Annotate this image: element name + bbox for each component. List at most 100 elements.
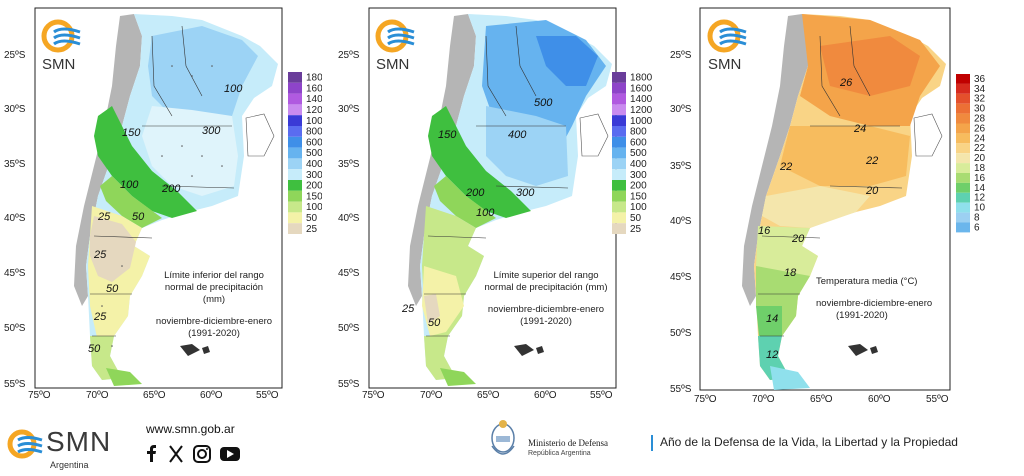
ministry-logo: Ministerio de Defensa República Argentin…	[488, 414, 638, 470]
contour-label: 100	[224, 83, 243, 95]
legend-swatch	[956, 93, 970, 104]
lat-label: 55ºS	[338, 379, 360, 390]
lat-label: 30ºS	[338, 104, 360, 115]
contour-label: 25	[93, 311, 107, 323]
caption-line: (1991-2020)	[188, 328, 240, 339]
legend-swatch	[288, 212, 302, 224]
lon-label: 55ºO	[926, 394, 949, 402]
motto-text: Año de la Defensa de la Vida, la Liberta…	[660, 435, 958, 449]
legend-swatch	[956, 182, 970, 193]
legend-tick-label: 50	[306, 213, 318, 224]
legend-swatch	[612, 126, 626, 137]
contour-label: 200	[161, 183, 181, 195]
legend-swatch	[956, 113, 970, 124]
motto-divider	[651, 435, 653, 451]
legend-tick-label: 34	[974, 84, 986, 95]
instagram-icon[interactable]	[193, 445, 211, 463]
map-caption: Límite inferior del rango normal de prec…	[154, 270, 274, 340]
contour-label: 12	[766, 349, 778, 361]
coat-of-arms-icon	[491, 420, 515, 455]
map-panel-temperature: 26 24 22 22 20 20 16 18 14 12 25ºS 30ºS …	[670, 6, 990, 402]
contour-label: 20	[791, 233, 805, 245]
legend-swatch	[288, 93, 302, 105]
legend-tick-label: 30	[974, 104, 986, 115]
caption-line: Temperatura media (°C)	[816, 276, 918, 287]
legend-tick-label: 500	[630, 148, 647, 159]
footer: SMN Argentina www.smn.gob.ar	[0, 408, 1024, 476]
lat-label: 50ºS	[338, 323, 360, 334]
legend-swatch	[956, 163, 970, 173]
contour-label: 25	[401, 303, 415, 315]
legend-tick-label: 150	[630, 191, 647, 202]
lat-label: 30ºS	[670, 104, 692, 115]
lat-label: 25ºS	[338, 50, 360, 61]
contour-label: 50	[132, 211, 145, 223]
contour-label: 50	[106, 283, 119, 295]
legend-swatch	[612, 93, 626, 105]
legend-tick-label: 1600	[630, 83, 653, 94]
legend-tick-label: 10	[974, 203, 986, 214]
contour-label: 100	[120, 179, 139, 191]
contour-label: 22	[779, 161, 792, 173]
contour-labels: 26 24 22 22 20 20 16 18 14 12	[758, 77, 879, 361]
color-legend: 1800160014001200100080060050040030020015…	[612, 72, 653, 235]
legend-swatch	[956, 202, 970, 213]
contour-label: 150	[122, 127, 141, 139]
lon-label: 60ºO	[200, 390, 223, 398]
contour-label: 20	[865, 185, 879, 197]
smn-logo-text: SMN	[376, 56, 410, 73]
legend-swatch	[612, 212, 626, 224]
lon-label: 65ºO	[477, 390, 500, 398]
smn-logo: SMN	[40, 16, 100, 76]
legend-tick-label: 16	[974, 173, 986, 184]
legend-tick-label: 1600	[306, 83, 322, 94]
legend-swatch	[612, 82, 626, 94]
contour-label: 300	[202, 125, 221, 137]
social-icons	[146, 444, 246, 464]
lat-label: 25ºS	[670, 50, 692, 61]
map-canvas: 26 24 22 22 20 20 16 18 14 12 25ºS 30ºS …	[670, 7, 986, 402]
facebook-icon[interactable]	[147, 445, 156, 462]
lon-label: 60ºO	[534, 390, 557, 398]
contour-label: 26	[839, 77, 853, 89]
lon-label: 70ºO	[420, 390, 443, 398]
caption-line: noviembre-diciembre-enero	[487, 304, 605, 315]
longitude-labels: 75ºO 70ºO 65ºO 60ºO 55ºO	[694, 394, 949, 402]
caption-line: noviembre-diciembre-enero	[155, 316, 273, 327]
youtube-icon[interactable]	[220, 447, 240, 461]
legend-swatch	[288, 223, 302, 234]
lat-label: 35ºS	[338, 159, 360, 170]
website-link[interactable]: www.smn.gob.ar	[146, 422, 235, 436]
argentina-map	[74, 14, 278, 386]
legend-tick-label: 300	[630, 170, 647, 181]
x-icon[interactable]	[169, 445, 183, 463]
lon-label: 75ºO	[28, 390, 51, 398]
ministry-country: República Argentina	[528, 450, 591, 457]
lat-label: 45ºS	[338, 268, 360, 279]
legend-swatch	[288, 72, 302, 83]
smn-sun-icon	[41, 19, 81, 53]
contour-label: 200	[465, 187, 485, 199]
legend-swatch	[288, 201, 302, 213]
legend-tick-label: 20	[974, 153, 986, 164]
legend-swatch	[288, 190, 302, 202]
legend-swatch	[612, 158, 626, 170]
map-canvas: 100 300 150 100 200 50 25 25 50 25 50 25…	[4, 7, 322, 398]
color-legend: 1800160014001200100080060050040030020015…	[288, 72, 322, 235]
legend-swatch	[956, 222, 970, 233]
lat-label: 35ºS	[4, 159, 26, 170]
legend-tick-label: 6	[974, 222, 980, 233]
lon-label: 55ºO	[590, 390, 613, 398]
longitude-labels: 75ºO 70ºO 65ºO 60ºO 55ºO	[28, 390, 279, 398]
legend-swatch	[612, 136, 626, 148]
caption-line: Límite superior del rango	[493, 270, 599, 281]
legend-swatch	[288, 147, 302, 159]
legend-swatch	[612, 180, 626, 191]
smn-logo: SMN	[374, 16, 434, 76]
caption-line: normal de precipitación (mm)	[164, 282, 264, 305]
legend-tick-label: 200	[306, 181, 322, 192]
legend-tick-label: 1000	[630, 116, 653, 127]
footer-smn-logo: SMN Argentina	[6, 422, 116, 472]
legend-tick-label: 25	[306, 224, 318, 235]
